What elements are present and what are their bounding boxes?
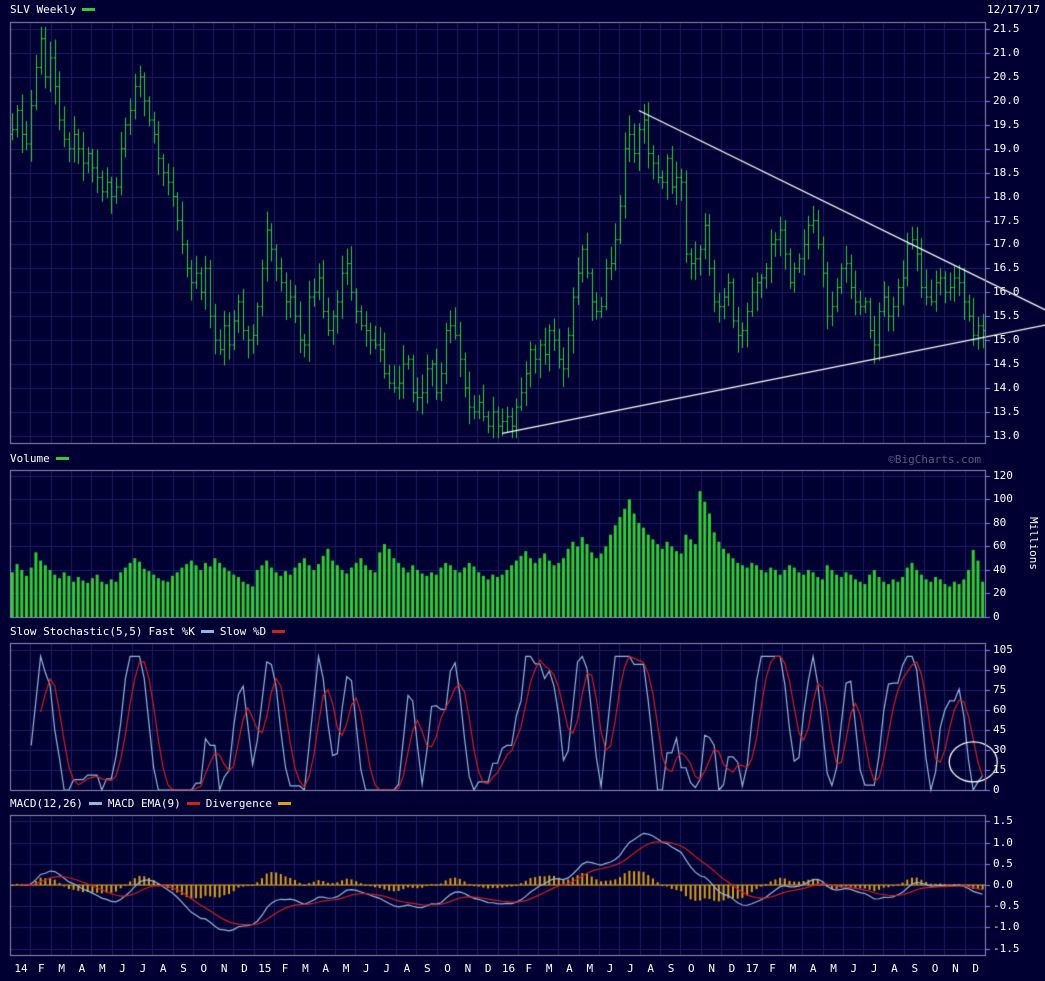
bigcharts-watermark: ©BigCharts.com (888, 453, 981, 466)
macd-line-swatch (88, 802, 102, 805)
symbol-title: SLV Weekly (10, 3, 77, 16)
volume-panel-header: Volume (10, 452, 69, 465)
stochastic-panel-header: Slow Stochastic(5,5) Fast %K Slow %D (10, 625, 286, 638)
date-label: 12/17/17 (987, 3, 1040, 16)
divergence-swatch (277, 802, 291, 805)
stochastic-label: Slow Stochastic(5,5) (10, 625, 143, 638)
divergence-label: Divergence (205, 797, 272, 810)
macd-panel-header: MACD(12,26) MACD EMA(9) Divergence (10, 797, 291, 810)
slow-d-swatch (272, 630, 286, 633)
macd-label: MACD(12,26) (10, 797, 83, 810)
volume-series-swatch (55, 457, 69, 460)
fast-k-swatch (200, 630, 214, 633)
fast-k-label: Fast %K (148, 625, 195, 638)
price-series-swatch (82, 8, 96, 11)
volume-axis-unit: Millions (1027, 517, 1040, 570)
volume-label: Volume (10, 452, 50, 465)
macd-ema-swatch (186, 802, 200, 805)
macd-ema-label: MACD EMA(9) (107, 797, 181, 810)
slow-d-label: Slow %D (219, 625, 267, 638)
price-panel-header: SLV Weekly (10, 3, 96, 16)
